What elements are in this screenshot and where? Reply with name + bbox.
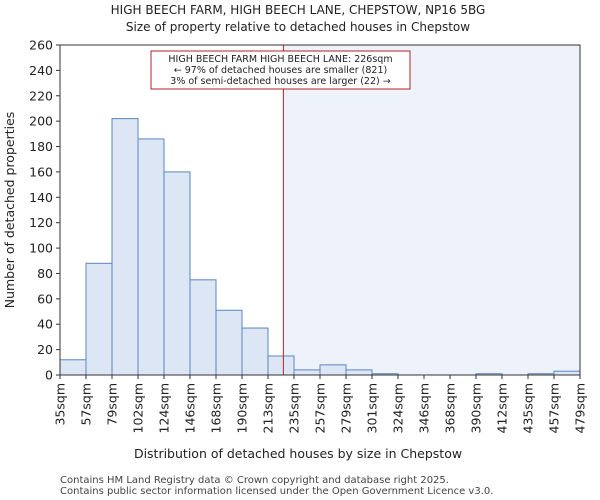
bar-102sqm bbox=[137, 138, 165, 376]
y-tick-label-240: 240 bbox=[29, 63, 53, 78]
y-tick-label-260: 260 bbox=[29, 38, 53, 53]
bar-213sqm bbox=[267, 355, 295, 376]
x-tick-label-168sqm: 168sqm bbox=[209, 383, 224, 433]
x-tick-label-324sqm: 324sqm bbox=[391, 383, 406, 433]
y-axis-ticks: 0 20 40 60 80 100 120 140 160 180 200 220 240 260 bbox=[29, 38, 60, 383]
y-tick-label-60: 60 bbox=[37, 291, 53, 306]
x-tick-label-368sqm: 368sqm bbox=[443, 383, 458, 433]
x-tick-label-190sqm: 190sqm bbox=[235, 383, 250, 433]
chart-title: HIGH BEECH FARM, HIGH BEECH LANE, CHEPST… bbox=[111, 3, 486, 17]
x-tick-label-479sqm: 479sqm bbox=[573, 383, 588, 433]
x-tick-label-79sqm: 79sqm bbox=[105, 383, 120, 426]
y-tick-label-120: 120 bbox=[29, 215, 53, 230]
bar-235sqm bbox=[293, 369, 321, 376]
bar-124sqm bbox=[163, 171, 191, 376]
y-tick-label-0: 0 bbox=[45, 368, 53, 383]
y-tick-label-20: 20 bbox=[37, 342, 53, 357]
x-tick-label-124sqm: 124sqm bbox=[157, 383, 172, 433]
annotation-line-3: 3% of semi-detached houses are larger (2… bbox=[170, 76, 390, 87]
bar-35sqm bbox=[59, 359, 87, 376]
bars bbox=[59, 118, 581, 376]
x-tick-label-457sqm: 457sqm bbox=[547, 383, 562, 433]
y-tick-label-180: 180 bbox=[29, 139, 53, 154]
bar-279sqm bbox=[345, 369, 373, 376]
footer-line-1: Contains HM Land Registry data © Crown c… bbox=[60, 475, 449, 486]
x-tick-label-102sqm: 102sqm bbox=[131, 383, 146, 433]
annotation-line-1: HIGH BEECH FARM HIGH BEECH LANE: 226sqm bbox=[168, 54, 392, 65]
x-tick-label-412sqm: 412sqm bbox=[495, 383, 510, 433]
bar-190sqm bbox=[241, 327, 269, 376]
x-tick-label-35sqm: 35sqm bbox=[53, 383, 68, 426]
annotation-box: HIGH BEECH FARM HIGH BEECH LANE: 226sqm … bbox=[150, 50, 411, 90]
bar-257sqm bbox=[319, 364, 347, 376]
x-tick-label-146sqm: 146sqm bbox=[183, 383, 198, 433]
y-tick-label-160: 160 bbox=[29, 164, 53, 179]
x-tick-label-279sqm: 279sqm bbox=[339, 383, 354, 433]
y-tick-label-80: 80 bbox=[37, 266, 53, 281]
y-tick-label-220: 220 bbox=[29, 88, 53, 103]
x-axis-ticks: 35sqm 57sqm 79sqm 102sqm 124sqm 146sqm 168sqm 1… bbox=[53, 375, 588, 433]
footer-line-2: Contains public sector information licen… bbox=[60, 486, 493, 497]
bar-457sqm bbox=[553, 370, 581, 376]
y-tick-label-140: 140 bbox=[29, 190, 53, 205]
plot-frame bbox=[59, 44, 581, 376]
x-axis-label: Distribution of detached houses by size … bbox=[134, 446, 462, 461]
x-tick-label-346sqm: 346sqm bbox=[417, 383, 432, 433]
x-tick-label-390sqm: 390sqm bbox=[469, 383, 484, 433]
y-tick-label-100: 100 bbox=[29, 241, 53, 256]
y-tick-label-40: 40 bbox=[37, 317, 53, 332]
bar-146sqm bbox=[189, 279, 217, 376]
x-tick-label-213sqm: 213sqm bbox=[261, 383, 276, 433]
chart-subtitle: Size of property relative to detached ho… bbox=[126, 20, 470, 34]
highlight-region bbox=[283, 45, 580, 375]
bar-57sqm bbox=[85, 262, 113, 376]
x-tick-label-257sqm: 257sqm bbox=[313, 383, 328, 433]
x-tick-label-57sqm: 57sqm bbox=[79, 383, 94, 426]
y-axis-label: Number of detached properties bbox=[2, 112, 17, 309]
annotation-line-2: ← 97% of detached houses are smaller (82… bbox=[174, 65, 387, 76]
bar-79sqm bbox=[111, 118, 139, 376]
x-tick-label-435sqm: 435sqm bbox=[521, 383, 536, 433]
y-tick-label-200: 200 bbox=[29, 114, 53, 129]
x-tick-label-235sqm: 235sqm bbox=[287, 383, 302, 433]
bar-168sqm bbox=[215, 309, 243, 376]
x-tick-label-301sqm: 301sqm bbox=[365, 383, 380, 433]
